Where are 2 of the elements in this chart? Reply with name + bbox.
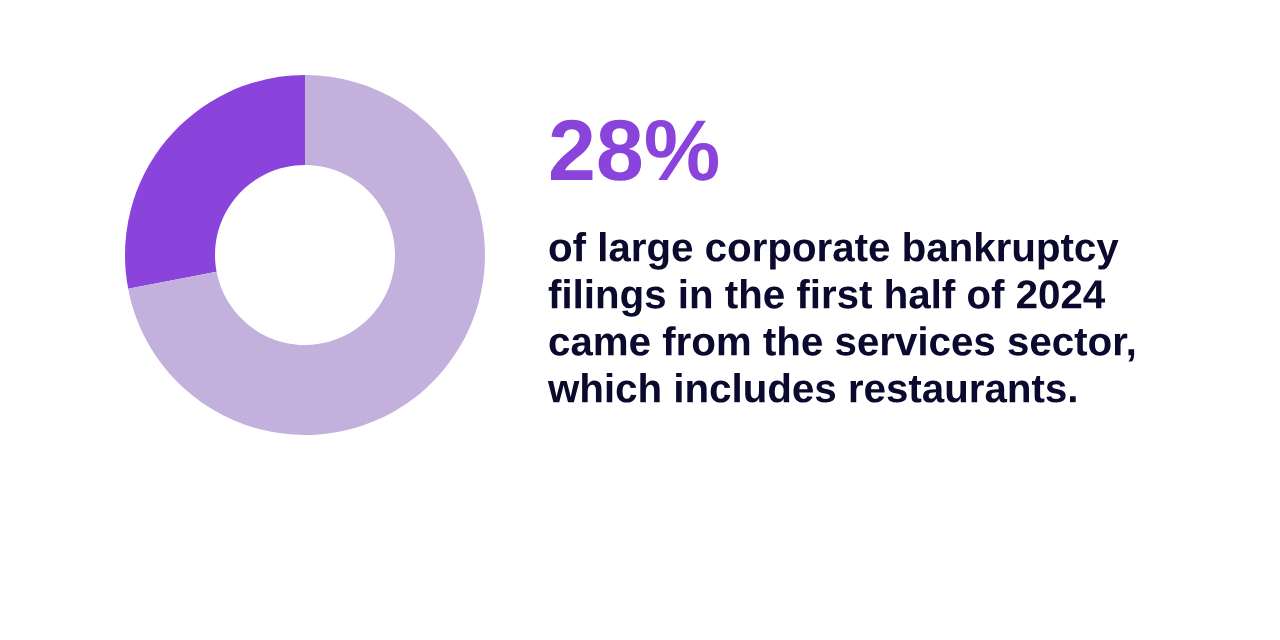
chart-title: 28% — [550, 119, 719, 181]
text: of large corporate bankruptcy filings in the first half of 2024 came from the services sector, which includes restaurants. — [547, 232, 1135, 403]
